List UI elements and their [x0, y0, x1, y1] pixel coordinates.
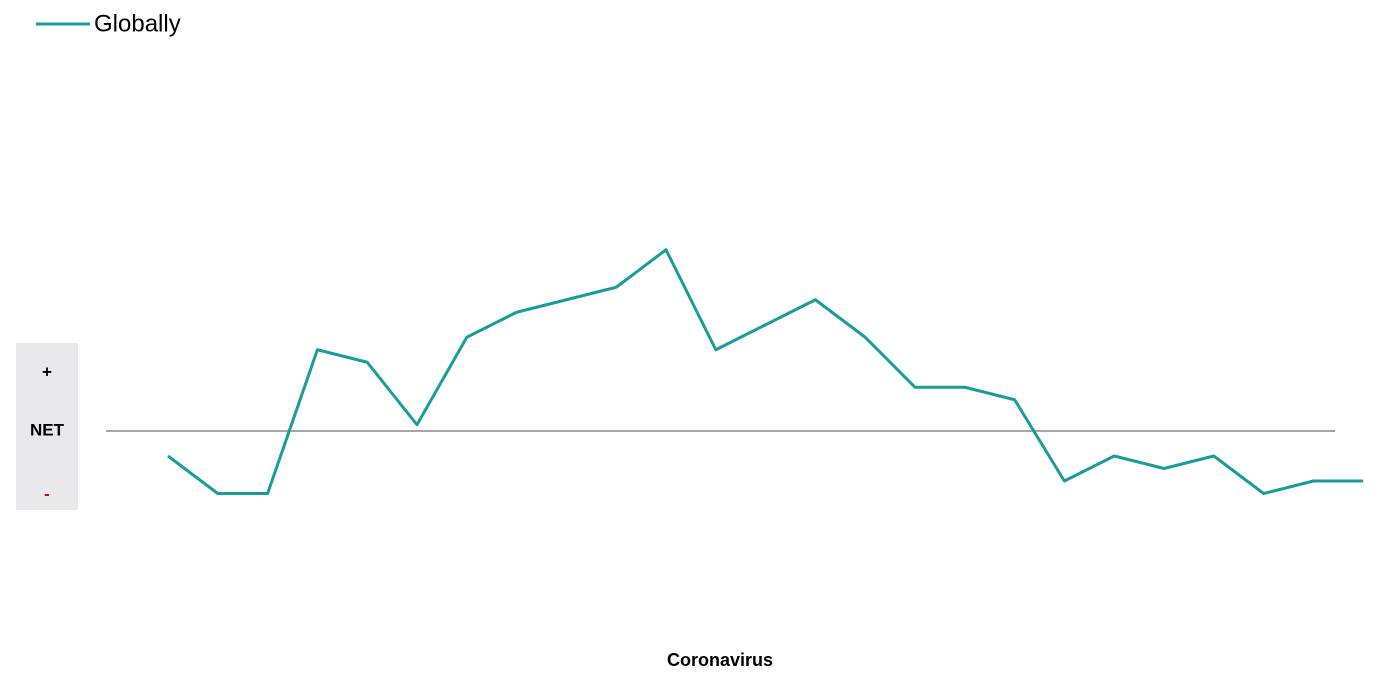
plus-annotation: +	[42, 362, 52, 381]
x-axis-label: Coronavirus	[667, 650, 773, 670]
data-line	[167, 248, 1364, 495]
net-box	[16, 343, 78, 510]
y-tick-label: NET	[30, 420, 65, 439]
legend-label: Globally	[94, 10, 181, 37]
minus-annotation: -	[44, 484, 50, 503]
